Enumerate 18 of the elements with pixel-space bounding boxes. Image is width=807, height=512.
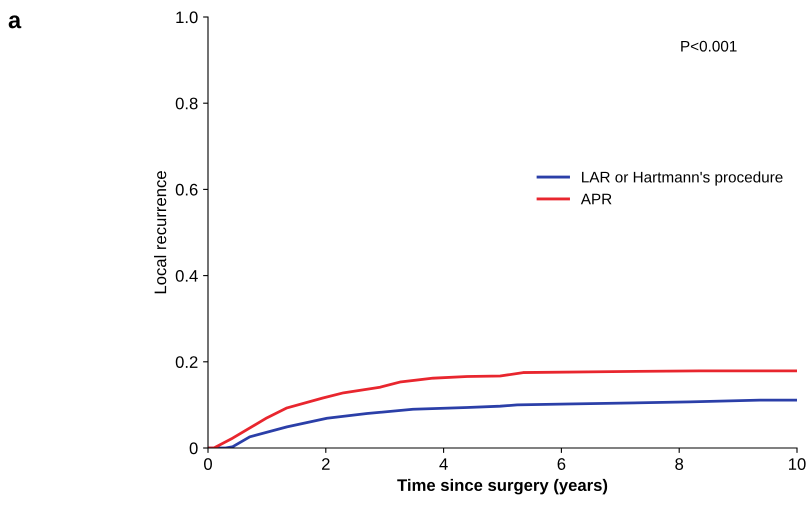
x-tick-label: 6: [558, 458, 566, 470]
x-tick-label: 4: [439, 458, 448, 470]
y-tick-label: 0.8: [176, 98, 198, 110]
x-tick-label: 8: [675, 458, 684, 470]
y-tick-label: 1.0: [176, 11, 198, 24]
x-tick-label: 10: [789, 458, 806, 470]
y-tick-label: 0.6: [176, 184, 198, 196]
y-tick-label: 0.4: [176, 270, 198, 282]
annotation: P<0.001: [681, 40, 737, 52]
y-tick-label: 0: [190, 442, 198, 454]
x-axis-title: Time since surgery (years): [397, 478, 608, 494]
x-tick-label: 0: [204, 458, 212, 470]
legend-label: LAR or Hartmann's procedure: [582, 171, 783, 186]
legend-label: APR: [580, 194, 612, 204]
y-tick-label: 0.2: [176, 356, 198, 368]
y-axis-title: Local recurrence: [154, 171, 166, 294]
text: a: [8, 15, 22, 28]
x-tick-label: 2: [322, 458, 330, 470]
